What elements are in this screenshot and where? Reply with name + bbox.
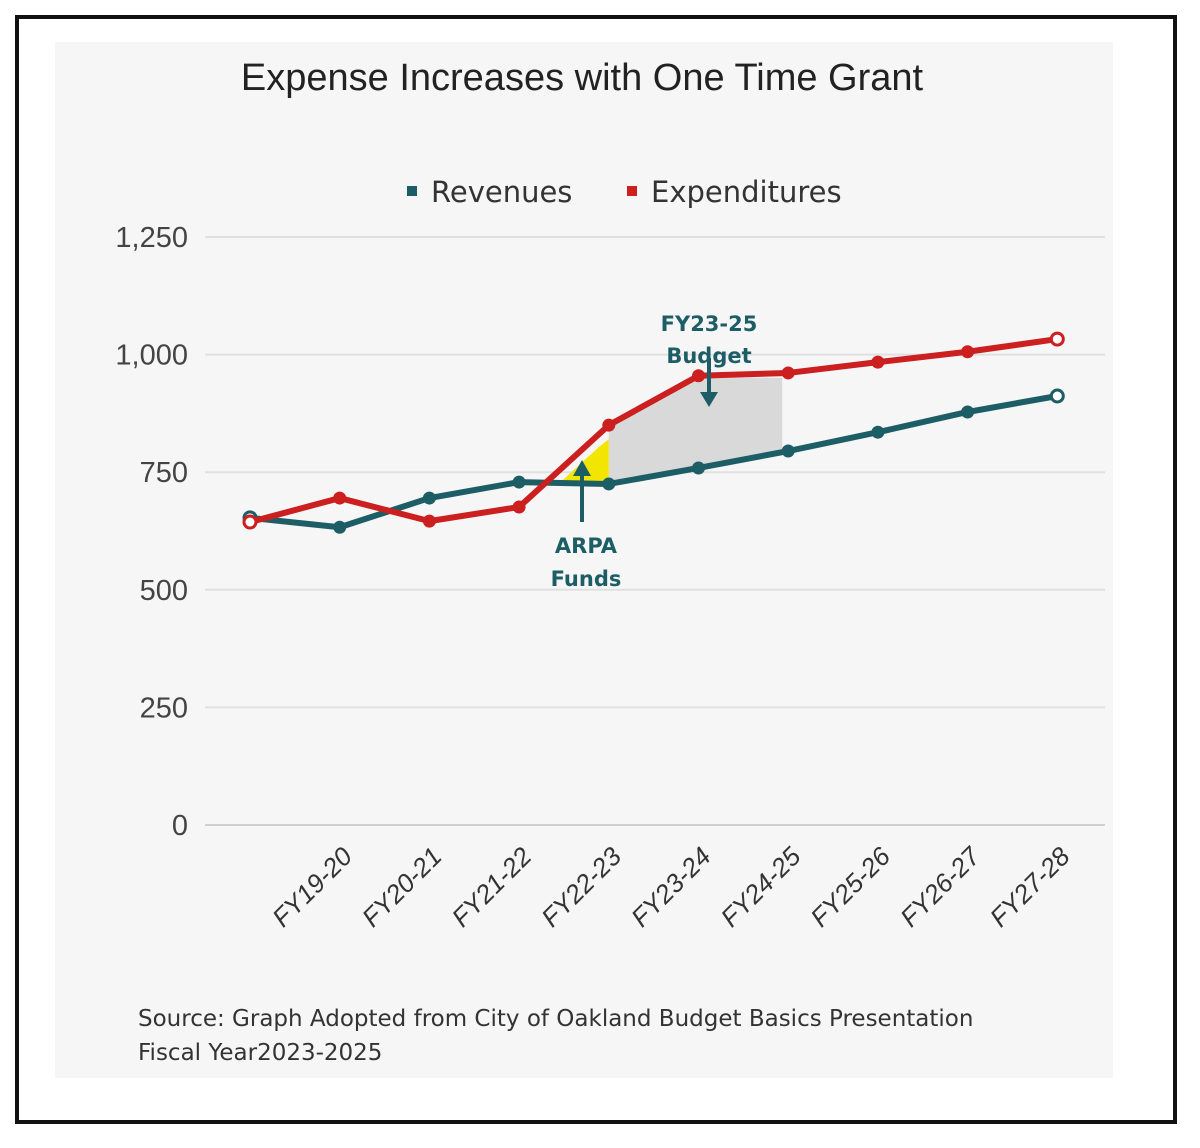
annotation-budget-line1: FY23-25 xyxy=(661,312,758,336)
legend-label-expenditures: Expenditures xyxy=(651,175,842,209)
x-tick-label: FY25-26 xyxy=(804,841,896,933)
source-line-2: Fiscal Year2023-2025 xyxy=(138,1040,383,1066)
x-tick-label: FY27-28 xyxy=(984,841,1076,933)
data-point-expenditures xyxy=(1049,331,1065,347)
annotation-arpa-line1: ARPA xyxy=(555,534,618,558)
data-point-expenditures xyxy=(692,369,705,383)
data-point-expenditures xyxy=(333,491,347,505)
data-point-expenditures xyxy=(512,500,526,514)
data-point-expenditures xyxy=(242,514,258,530)
data-point-revenues xyxy=(961,405,975,419)
annotation-arpa-line2: Funds xyxy=(551,567,622,591)
legend-swatch-expenditures xyxy=(627,186,637,196)
y-tick-label: 250 xyxy=(140,692,188,724)
y-tick-label: 1,000 xyxy=(115,340,188,372)
data-point-expenditures xyxy=(871,355,885,369)
data-point-revenues xyxy=(692,461,705,475)
source-note: Source: Graph Adopted from City of Oakla… xyxy=(138,1002,973,1070)
y-tick-label: 0 xyxy=(172,810,188,842)
x-tick-label: FY22-23 xyxy=(535,841,627,933)
arpa-arrow-head-icon xyxy=(573,460,591,476)
x-tick-label: FY24-25 xyxy=(715,841,807,933)
data-point-revenues xyxy=(422,491,436,505)
x-tick-label: FY19-20 xyxy=(266,841,358,933)
x-tick-label: FY23-24 xyxy=(625,841,717,933)
legend-swatch-revenues xyxy=(407,186,417,196)
data-point-revenues xyxy=(602,477,616,491)
legend-label-revenues: Revenues xyxy=(431,175,572,209)
data-point-expenditures xyxy=(602,418,616,432)
series-line-expenditures xyxy=(249,336,1058,525)
data-point-revenues xyxy=(781,444,795,458)
chart-title: Expense Increases with One Time Grant xyxy=(241,57,924,99)
x-tick-label: FY26-27 xyxy=(894,840,987,933)
data-point-expenditures xyxy=(961,345,975,359)
budget-arrow-head-icon xyxy=(700,392,718,407)
data-point-revenues xyxy=(871,425,885,439)
arpa-shaded-area xyxy=(561,439,609,481)
data-point-revenues xyxy=(333,520,347,534)
chart-card xyxy=(55,42,1113,1078)
data-point-revenues xyxy=(512,475,526,489)
data-point-expenditures xyxy=(781,366,795,380)
y-tick-label: 750 xyxy=(140,457,188,489)
y-tick-label: 500 xyxy=(140,575,188,607)
x-tick-label: FY21-22 xyxy=(446,841,538,933)
y-tick-label: 1,250 xyxy=(115,222,188,254)
data-point-revenues xyxy=(1049,388,1065,404)
x-tick-label: FY20-21 xyxy=(356,841,448,933)
data-point-expenditures xyxy=(422,514,436,528)
legend: Revenues Expenditures xyxy=(407,175,842,209)
source-line-1: Source: Graph Adopted from City of Oakla… xyxy=(138,1006,974,1032)
